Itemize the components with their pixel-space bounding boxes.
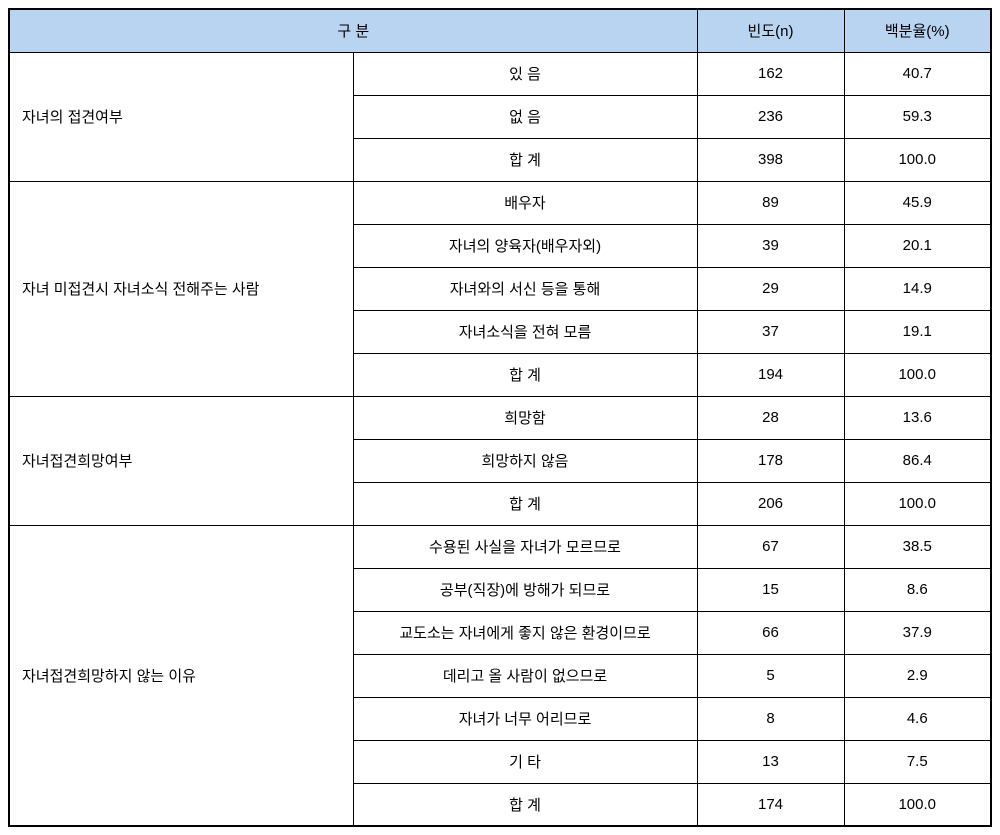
pct-cell: 8.6 [844, 568, 991, 611]
freq-cell: 66 [697, 611, 844, 654]
header-frequency: 빈도(n) [697, 9, 844, 52]
pct-cell: 40.7 [844, 52, 991, 95]
pct-cell: 20.1 [844, 224, 991, 267]
data-table: 구 분 빈도(n) 백분율(%) 자녀의 접견여부 있 음 162 40.7 없… [8, 8, 992, 827]
item-cell: 데리고 올 사람이 없으므로 [353, 654, 697, 697]
item-cell: 희망하지 않음 [353, 439, 697, 482]
freq-cell: 29 [697, 267, 844, 310]
item-cell: 합 계 [353, 482, 697, 525]
section-label: 자녀접견희망하지 않는 이유 [9, 525, 353, 826]
freq-cell: 5 [697, 654, 844, 697]
table-row: 자녀의 접견여부 있 음 162 40.7 [9, 52, 991, 95]
freq-cell: 13 [697, 740, 844, 783]
freq-cell: 37 [697, 310, 844, 353]
item-cell: 합 계 [353, 353, 697, 396]
pct-cell: 100.0 [844, 353, 991, 396]
section-label: 자녀 미접견시 자녀소식 전해주는 사람 [9, 181, 353, 396]
freq-cell: 67 [697, 525, 844, 568]
pct-cell: 100.0 [844, 783, 991, 826]
freq-cell: 194 [697, 353, 844, 396]
item-cell: 자녀소식을 전혀 모름 [353, 310, 697, 353]
pct-cell: 19.1 [844, 310, 991, 353]
table-row: 자녀접견희망하지 않는 이유 수용된 사실을 자녀가 모르므로 67 38.5 [9, 525, 991, 568]
section-label: 자녀의 접견여부 [9, 52, 353, 181]
pct-cell: 86.4 [844, 439, 991, 482]
freq-cell: 15 [697, 568, 844, 611]
freq-cell: 398 [697, 138, 844, 181]
freq-cell: 28 [697, 396, 844, 439]
header-category: 구 분 [9, 9, 697, 52]
pct-cell: 45.9 [844, 181, 991, 224]
pct-cell: 14.9 [844, 267, 991, 310]
item-cell: 자녀의 양육자(배우자외) [353, 224, 697, 267]
freq-cell: 174 [697, 783, 844, 826]
pct-cell: 2.9 [844, 654, 991, 697]
item-cell: 공부(직장)에 방해가 되므로 [353, 568, 697, 611]
freq-cell: 206 [697, 482, 844, 525]
table-row: 자녀접견희망여부 희망함 28 13.6 [9, 396, 991, 439]
pct-cell: 100.0 [844, 482, 991, 525]
freq-cell: 178 [697, 439, 844, 482]
item-cell: 교도소는 자녀에게 좋지 않은 환경이므로 [353, 611, 697, 654]
item-cell: 합 계 [353, 783, 697, 826]
pct-cell: 4.6 [844, 697, 991, 740]
header-percentage: 백분율(%) [844, 9, 991, 52]
freq-cell: 89 [697, 181, 844, 224]
freq-cell: 162 [697, 52, 844, 95]
item-cell: 배우자 [353, 181, 697, 224]
item-cell: 희망함 [353, 396, 697, 439]
item-cell: 수용된 사실을 자녀가 모르므로 [353, 525, 697, 568]
item-cell: 없 음 [353, 95, 697, 138]
item-cell: 기 타 [353, 740, 697, 783]
table-row: 자녀 미접견시 자녀소식 전해주는 사람 배우자 89 45.9 [9, 181, 991, 224]
item-cell: 있 음 [353, 52, 697, 95]
pct-cell: 37.9 [844, 611, 991, 654]
pct-cell: 59.3 [844, 95, 991, 138]
pct-cell: 38.5 [844, 525, 991, 568]
pct-cell: 100.0 [844, 138, 991, 181]
pct-cell: 13.6 [844, 396, 991, 439]
section-label: 자녀접견희망여부 [9, 396, 353, 525]
freq-cell: 236 [697, 95, 844, 138]
freq-cell: 39 [697, 224, 844, 267]
freq-cell: 8 [697, 697, 844, 740]
item-cell: 자녀가 너무 어리므로 [353, 697, 697, 740]
pct-cell: 7.5 [844, 740, 991, 783]
item-cell: 합 계 [353, 138, 697, 181]
header-row: 구 분 빈도(n) 백분율(%) [9, 9, 991, 52]
item-cell: 자녀와의 서신 등을 통해 [353, 267, 697, 310]
